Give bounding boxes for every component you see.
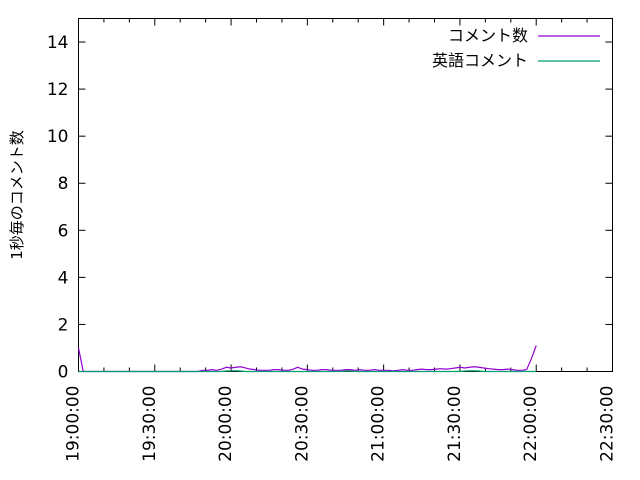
y-tick-label: 12 [47, 80, 69, 100]
y-tick-label: 6 [58, 221, 69, 241]
y-tick-label: 0 [58, 363, 69, 383]
y-tick-label: 10 [47, 127, 69, 147]
y-tick-label: 4 [58, 268, 69, 288]
x-tick-label: 22:30:00 [598, 386, 618, 462]
y-tick-label: 8 [58, 174, 69, 194]
y-tick-label: 2 [58, 315, 69, 335]
x-axis-tick-labels: 19:00:00 19:30:00 20:00:00 20:30:00 21:00:00… [64, 386, 618, 462]
y-axis-ticks [78, 41, 613, 372]
y-axis-label: 1秒毎のコメント数 [8, 130, 26, 260]
x-tick-label: 21:30:00 [445, 386, 465, 462]
y-tick-label: 14 [47, 33, 69, 53]
legend-label-1: コメント数 [448, 26, 528, 45]
series-lines [77, 345, 537, 373]
x-tick-label: 20:30:00 [292, 386, 312, 462]
x-tick-label: 19:00:00 [64, 386, 84, 462]
legend-label-2: 英語コメント [432, 51, 528, 70]
x-tick-label: 21:00:00 [369, 386, 389, 462]
y-axis-tick-labels: 0 2 4 6 8 10 12 14 [47, 33, 69, 382]
x-tick-label: 20:00:00 [216, 386, 236, 462]
x-axis-minor-ticks [103, 18, 588, 372]
x-tick-label: 22:00:00 [521, 386, 541, 462]
series-line-2 [78, 370, 537, 373]
x-tick-label: 19:30:00 [140, 386, 160, 462]
